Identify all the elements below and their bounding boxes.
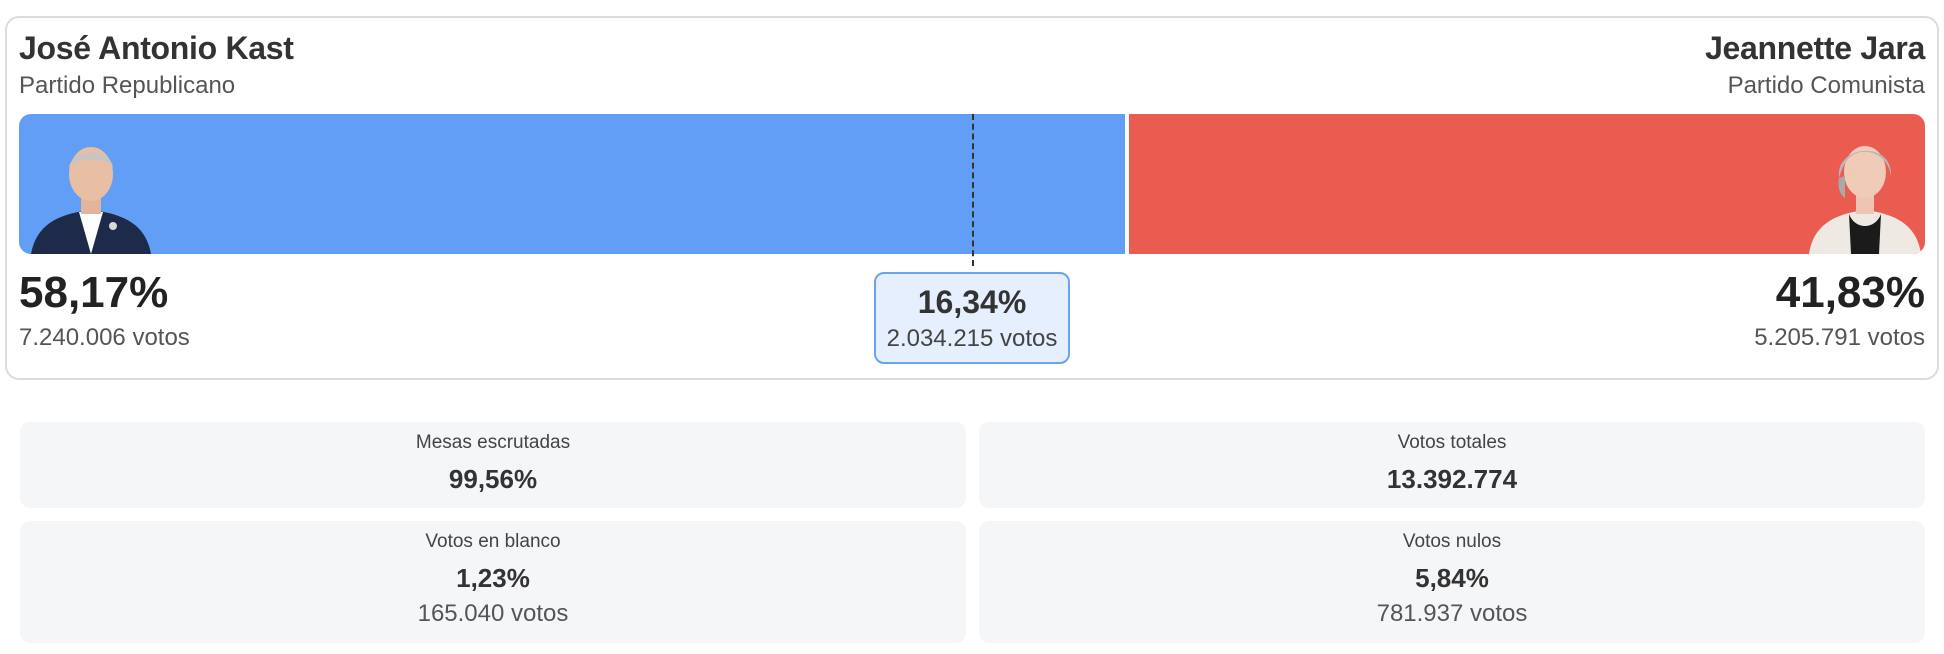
stat-label: Votos en blanco [425,531,561,552]
bar-divider [1125,114,1129,254]
left-candidate-percent: 58,17% [19,268,169,317]
left-candidate-bar [19,114,1125,254]
left-candidate-portrait-icon [31,147,151,254]
right-candidate-party: Partido Comunista [1727,72,1925,99]
stat-sub-votes: 165.040 votos [417,600,569,627]
stat-sub-votes: 781.937 votos [1376,600,1528,627]
results-card: José Antonio Kast Partido Republicano Je… [5,16,1939,380]
stat-value: 13.392.774 [1386,464,1518,494]
stat-votos-en-blanco: Votos en blanco 1,23% 165.040 votos [20,521,966,643]
stat-mesas-escrutadas: Mesas escrutadas 99,56% [20,422,966,508]
stat-value: 5,84% [1415,563,1489,593]
right-candidate-votes: 5.205.791 votos [1754,324,1925,351]
right-candidate-bar [1129,114,1925,254]
stat-votos-totales: Votos totales 13.392.774 [979,422,1925,508]
left-candidate-party: Partido Republicano [19,72,236,99]
stat-value: 1,23% [456,563,530,593]
right-candidate-portrait-icon [1809,146,1921,254]
left-candidate-votes: 7.240.006 votos [19,324,190,351]
vote-difference-box: 16,34% 2.034.215 votos [874,272,1070,364]
difference-percent: 16,34% [917,284,1027,320]
stat-label: Mesas escrutadas [415,432,571,453]
stat-value: 99,56% [448,464,538,494]
stat-votos-nulos: Votos nulos 5,84% 781.937 votos [979,521,1925,643]
right-candidate-name: Jeannette Jara [1705,30,1925,66]
stat-label: Votos nulos [1402,531,1502,552]
right-candidate-percent: 41,83% [1775,268,1925,317]
majority-threshold-line [972,114,974,266]
left-candidate-name: José Antonio Kast [19,30,294,66]
difference-votes: 2.034.215 votos [886,325,1058,352]
stat-label: Votos totales [1397,432,1507,453]
